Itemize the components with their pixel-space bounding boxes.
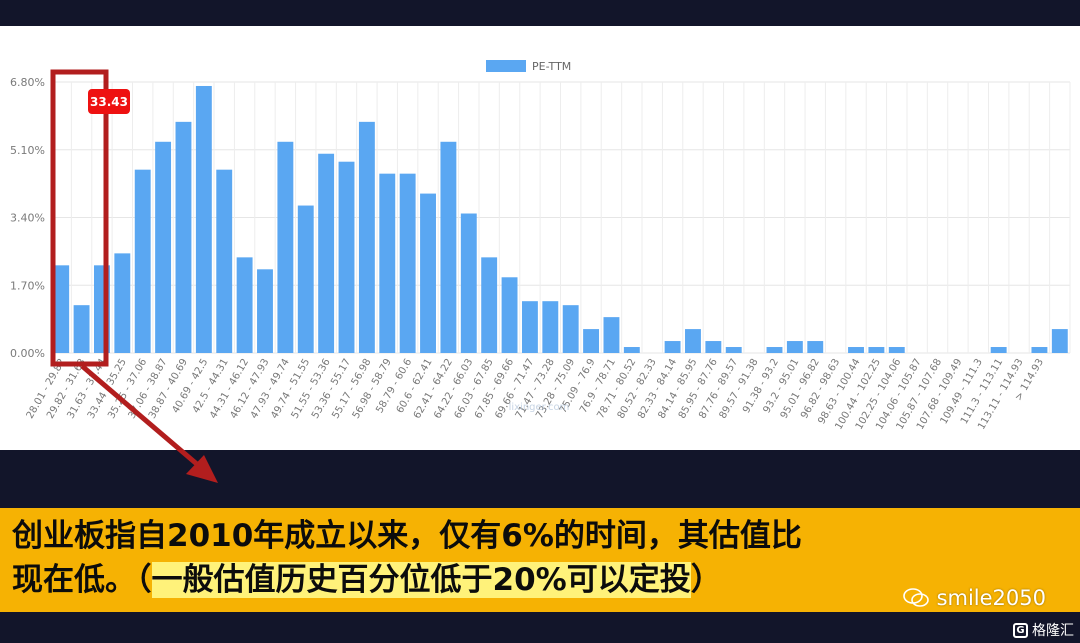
caption-line-2: 现在低。（一般估值历史百分位低于20%可以定投） bbox=[12, 560, 722, 600]
y-tick-label: 5.10% bbox=[10, 144, 45, 157]
histogram-chart: 0.00%1.70%3.40%5.10%6.80%28.01 - 29.8229… bbox=[10, 60, 1071, 432]
bar bbox=[583, 329, 600, 353]
y-tick-label: 0.00% bbox=[10, 347, 45, 360]
bar bbox=[623, 347, 640, 353]
legend-swatch bbox=[486, 60, 526, 72]
bar bbox=[664, 341, 681, 353]
bar bbox=[297, 205, 314, 353]
bar bbox=[603, 317, 620, 353]
chart-panel: 0.00% 1.70% 3.40% 5.10% 6.80% 28.01 - 29.82 29… bbox=[0, 26, 1080, 450]
bar bbox=[766, 347, 783, 353]
bar bbox=[114, 253, 131, 353]
bar bbox=[236, 257, 253, 353]
bar bbox=[725, 347, 742, 353]
bar bbox=[134, 169, 151, 353]
bar bbox=[257, 269, 273, 353]
publisher-logo: G 格隆汇 bbox=[1013, 620, 1074, 640]
wechat-watermark: smile2050 bbox=[902, 586, 1046, 610]
arrow-head bbox=[186, 455, 218, 483]
bar bbox=[1051, 329, 1068, 353]
bar bbox=[420, 193, 436, 353]
y-tick-label: 3.40% bbox=[10, 212, 45, 225]
bar bbox=[685, 329, 701, 353]
bar bbox=[338, 161, 355, 353]
y-tick-label: 1.70% bbox=[10, 279, 45, 292]
y-tick-label: 6.80% bbox=[10, 76, 45, 89]
watermark-text: lixinger.com bbox=[509, 402, 570, 413]
bar bbox=[358, 121, 375, 354]
caption-line-2-prefix: 现在低。（ bbox=[12, 562, 152, 598]
bar bbox=[521, 301, 538, 353]
bar bbox=[786, 341, 803, 353]
bar bbox=[481, 257, 498, 353]
caption-line-1: 创业板指自2010年成立以来，仅有6%的时间，其估值比 bbox=[12, 518, 802, 554]
bar bbox=[195, 85, 212, 353]
bar bbox=[73, 305, 90, 353]
tooltip-badge bbox=[88, 89, 130, 114]
bar bbox=[155, 141, 172, 353]
bar bbox=[705, 341, 722, 353]
caption-band: 创业板指自2010年成立以来，仅有6%的时间，其估值比 现在低。（一般估值历史百… bbox=[0, 508, 1080, 612]
bar bbox=[175, 121, 192, 354]
bar bbox=[807, 341, 824, 353]
bar bbox=[399, 173, 416, 353]
publisher-logo-icon: G bbox=[1013, 622, 1028, 638]
highlight-box bbox=[50, 69, 109, 367]
bar bbox=[216, 169, 233, 353]
publisher-name: 格隆汇 bbox=[1032, 623, 1074, 639]
legend-label: PE-TTM bbox=[532, 60, 571, 73]
bar bbox=[440, 141, 457, 353]
tooltip-label: 33.43 bbox=[90, 95, 128, 109]
bar bbox=[1031, 347, 1048, 353]
bar bbox=[542, 301, 559, 353]
bar bbox=[460, 213, 477, 353]
bar bbox=[562, 305, 579, 353]
bar bbox=[379, 173, 396, 353]
caption-highlight: 一般估值历史百分位低于20%可以定投 bbox=[151, 562, 691, 598]
bar bbox=[277, 141, 294, 353]
bar bbox=[990, 347, 1007, 353]
bar bbox=[868, 347, 885, 353]
bar bbox=[501, 277, 518, 353]
caption-line-2-suffix: ） bbox=[690, 562, 722, 598]
wechat-icon bbox=[902, 588, 929, 607]
bar bbox=[318, 153, 335, 353]
bar bbox=[888, 347, 905, 353]
bar bbox=[53, 265, 70, 353]
bar bbox=[848, 347, 864, 353]
wechat-id-text: smile2050 bbox=[936, 586, 1046, 610]
